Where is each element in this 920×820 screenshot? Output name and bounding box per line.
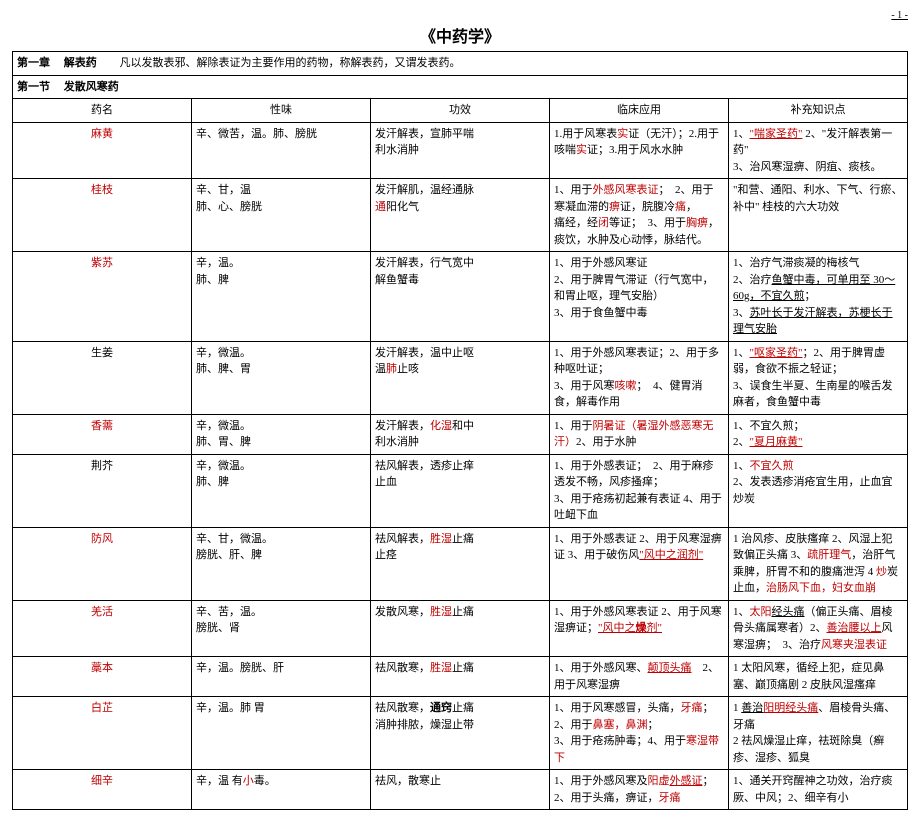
cell-name: 白芷 (13, 697, 192, 770)
cell-effect: 祛风，散寒止 (371, 770, 550, 810)
section-label: 第一节 (17, 81, 50, 93)
cell-extra: 1、不宜久煎2、发表透疹消疮宜生用，止血宜炒炭 (729, 454, 908, 527)
cell-name: 防风 (13, 527, 192, 600)
cell-name: 桂枝 (13, 179, 192, 252)
medicine-table: 第一章 解表药 凡以发散表邪、解除表证为主要作用的药物，称解表药，又谓发表药。 … (12, 51, 908, 810)
cell-extra: 1、治疗气滞痰凝的梅核气2、治疗鱼蟹中毒，可单用至 30～60g，不宜久煎；3、… (729, 252, 908, 342)
cell-extra: 1、太阳经头痛（偏正头痛、眉棱骨头痛属寒者）2、善治腰以上风寒湿痹； 3、治疗风… (729, 600, 908, 657)
cell-extra: 1 治风疹、皮肤瘙痒 2、风湿上犯致偏正头痛 3、疏肝理气，治肝气乘脾，肝胃不和… (729, 527, 908, 600)
medicine-row: 藁本辛，温。膀胱、肝祛风散寒，胜湿止痛1、用于外感风寒、颠顶头痛 2、用于风寒湿… (13, 657, 908, 697)
cell-effect: 祛风散寒，胜湿止痛 (371, 657, 550, 697)
cell-name: 羌活 (13, 600, 192, 657)
cell-effect: 祛风解表，胜湿止痛止痉 (371, 527, 550, 600)
section-row: 第一节 发散风寒药 (13, 75, 908, 99)
cell-clinic: 1、用于外感表证 2、用于风寒湿痹证 3、用于破伤风"风中之润剂" (550, 527, 729, 600)
cell-clinic: 1、用于外感风寒表证 2、用于风寒湿痹证；"风中之燥剂" (550, 600, 729, 657)
chapter-name: 解表药 (64, 57, 97, 69)
medicine-row: 羌活辛、苦，温。膀胱、肾发散风寒，胜湿止痛1、用于外感风寒表证 2、用于风寒湿痹… (13, 600, 908, 657)
medicine-row: 白芷辛，温。肺 胃祛风散寒，通窍止痛消肿排脓，燥湿止带1、用于风寒感冒，头痛，牙… (13, 697, 908, 770)
cell-clinic: 1.用于风寒表实证（无汗）；2.用于咳喘实证；3.用于风水水肿 (550, 122, 729, 179)
medicine-row: 防风辛、甘，微温。膀胱、肝、脾祛风解表，胜湿止痛止痉1、用于外感表证 2、用于风… (13, 527, 908, 600)
cell-extra: "和营、通阳、利水、下气、行瘀、补中" 桂枝的六大功效 (729, 179, 908, 252)
cell-extra: 1、不宜久煎；2、"夏月麻黄" (729, 414, 908, 454)
cell-taste: 辛，温。肺 胃 (192, 697, 371, 770)
header-row: 药名 性味 功效 临床应用 补充知识点 (13, 99, 908, 123)
cell-clinic: 1、用于阴暑证（暑湿外感恶寒无汗）2、用于水肿 (550, 414, 729, 454)
chapter-label: 第一章 (17, 57, 50, 69)
cell-effect: 发汗解表，化湿和中利水消肿 (371, 414, 550, 454)
cell-effect: 发汗解表，宣肺平喘利水消肿 (371, 122, 550, 179)
header-effect: 功效 (371, 99, 550, 123)
cell-name: 麻黄 (13, 122, 192, 179)
cell-effect: 祛风散寒，通窍止痛消肿排脓，燥湿止带 (371, 697, 550, 770)
cell-clinic: 1、用于外感风寒表证； 2、用于寒凝血滞的痹证，脘腹冷痛，痛经，经闭等证； 3、… (550, 179, 729, 252)
cell-clinic: 1、用于外感表证； 2、用于麻疹透发不畅，风疹搔痒；3、用于疮疡初起兼有表证 4… (550, 454, 729, 527)
medicine-row: 荆芥辛，微温。肺、脾祛风解表，透疹止痒止血1、用于外感表证； 2、用于麻疹透发不… (13, 454, 908, 527)
cell-taste: 辛，微温。肺、胃、脾 (192, 414, 371, 454)
cell-name: 生姜 (13, 341, 192, 414)
page-number: - 1 - (12, 10, 908, 21)
cell-clinic: 1、用于风寒感冒，头痛，牙痛；2、用于鼻塞，鼻渊；3、用于疮疡肿毒；4、用于寒湿… (550, 697, 729, 770)
cell-clinic: 1、用于外感风寒表证；2、用于多种呕吐证；3、用于风寒咳嗽； 4、健胃消食，解毒… (550, 341, 729, 414)
cell-extra: 1 太阳风寒，循经上犯，症见鼻塞、巅顶痛剧 2 皮肤风湿瘙痒 (729, 657, 908, 697)
cell-effect: 发汗解肌，温经通脉通阳化气 (371, 179, 550, 252)
cell-clinic: 1、用于外感风寒及阳虚外感证；2、用于头痛，痹证，牙痛 (550, 770, 729, 810)
cell-taste: 辛，温。膀胱、肝 (192, 657, 371, 697)
cell-effect: 发汗解表，行气宽中解鱼蟹毒 (371, 252, 550, 342)
medicine-row: 桂枝辛、甘，温肺、心、膀胱发汗解肌，温经通脉通阳化气1、用于外感风寒表证； 2、… (13, 179, 908, 252)
cell-extra: 1、通关开窍醒神之功效，治疗痰厥、中风；2、细辛有小 (729, 770, 908, 810)
chapter-row: 第一章 解表药 凡以发散表邪、解除表证为主要作用的药物，称解表药，又谓发表药。 (13, 52, 908, 76)
header-extra: 补充知识点 (729, 99, 908, 123)
cell-extra: 1、"呕家圣药"；2、用于脾胃虚弱，食欲不振之轻证；3、误食生半夏、生南星的喉舌… (729, 341, 908, 414)
doc-title: 《中药学》 (12, 23, 908, 47)
cell-extra: 1 善治阳明经头痛、眉棱骨头痛、牙痛2 祛风燥湿止痒，祛斑除臭（癣疹、湿疹、狐臭 (729, 697, 908, 770)
medicine-row: 细辛辛，温 有小毒。祛风，散寒止1、用于外感风寒及阳虚外感证；2、用于头痛，痹证… (13, 770, 908, 810)
medicine-row: 生姜辛，微温。肺、脾、胃发汗解表，温中止呕温肺止咳1、用于外感风寒表证；2、用于… (13, 341, 908, 414)
cell-taste: 辛、甘，温肺、心、膀胱 (192, 179, 371, 252)
cell-taste: 辛，温。肺、脾 (192, 252, 371, 342)
cell-clinic: 1、用于外感风寒证2、用于脾胃气滞证（行气宽中，和胃止呕，理气安胎）3、用于食鱼… (550, 252, 729, 342)
cell-name: 藁本 (13, 657, 192, 697)
cell-extra: 1、"喘家圣药" 2、"发汗解表第一药"3、治风寒湿痹、阴疽、痰核。 (729, 122, 908, 179)
cell-taste: 辛，微温。肺、脾 (192, 454, 371, 527)
cell-taste: 辛，微温。肺、脾、胃 (192, 341, 371, 414)
cell-taste: 辛、苦，温。膀胱、肾 (192, 600, 371, 657)
header-name: 药名 (13, 99, 192, 123)
medicine-row: 紫苏辛，温。肺、脾发汗解表，行气宽中解鱼蟹毒1、用于外感风寒证2、用于脾胃气滞证… (13, 252, 908, 342)
cell-effect: 祛风解表，透疹止痒止血 (371, 454, 550, 527)
cell-effect: 发汗解表，温中止呕温肺止咳 (371, 341, 550, 414)
medicine-row: 香薷辛，微温。肺、胃、脾发汗解表，化湿和中利水消肿1、用于阴暑证（暑湿外感恶寒无… (13, 414, 908, 454)
chapter-desc: 凡以发散表邪、解除表证为主要作用的药物，称解表药，又谓发表药。 (100, 57, 461, 69)
cell-effect: 发散风寒，胜湿止痛 (371, 600, 550, 657)
cell-name: 荆芥 (13, 454, 192, 527)
cell-clinic: 1、用于外感风寒、颠顶头痛 2、用于风寒湿痹 (550, 657, 729, 697)
medicine-row: 麻黄辛、微苦，温。肺、膀胱发汗解表，宣肺平喘利水消肿1.用于风寒表实证（无汗）；… (13, 122, 908, 179)
header-taste: 性味 (192, 99, 371, 123)
header-clinic: 临床应用 (550, 99, 729, 123)
cell-taste: 辛、甘，微温。膀胱、肝、脾 (192, 527, 371, 600)
section-name: 发散风寒药 (64, 81, 119, 93)
cell-taste: 辛，温 有小毒。 (192, 770, 371, 810)
cell-name: 细辛 (13, 770, 192, 810)
cell-name: 紫苏 (13, 252, 192, 342)
cell-taste: 辛、微苦，温。肺、膀胱 (192, 122, 371, 179)
cell-name: 香薷 (13, 414, 192, 454)
